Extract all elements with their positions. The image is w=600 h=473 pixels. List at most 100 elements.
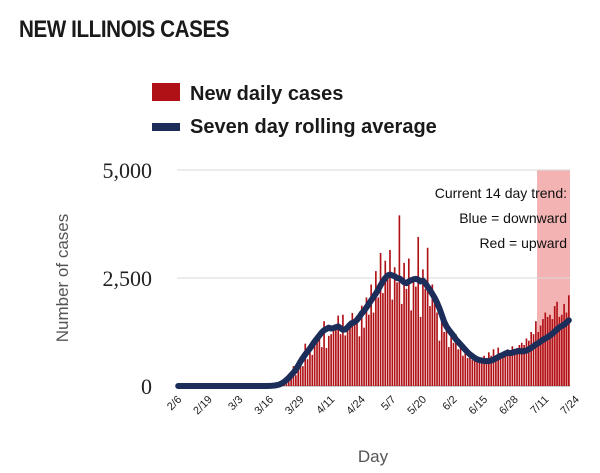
bar-daily-cases	[386, 273, 389, 386]
bar-daily-cases	[563, 303, 565, 386]
bar-daily-cases	[546, 316, 549, 386]
bar-daily-cases	[311, 354, 314, 386]
y-axis-label: Number of cases	[53, 214, 72, 343]
bar-daily-cases	[335, 328, 337, 386]
bar-daily-cases	[483, 355, 485, 386]
bar-daily-cases	[553, 306, 556, 386]
bar-daily-cases	[419, 316, 422, 386]
bar-daily-cases	[527, 340, 530, 386]
x-tick-label: 3/3	[226, 394, 245, 413]
bar-daily-cases	[424, 288, 427, 386]
x-tick-label: 7/24	[558, 394, 582, 418]
bar-daily-cases	[436, 312, 438, 386]
bar-daily-cases	[327, 335, 330, 386]
bar-daily-cases	[382, 293, 384, 386]
bar-daily-cases	[462, 355, 464, 386]
bar-daily-cases	[302, 366, 304, 386]
bar-daily-cases	[567, 295, 570, 386]
bar-series-daily-cases	[266, 215, 570, 386]
bar-daily-cases	[438, 340, 441, 386]
bar-daily-cases	[457, 349, 460, 386]
legend-label-average: Seven day rolling average	[190, 116, 437, 138]
bar-daily-cases	[325, 347, 328, 386]
bar-daily-cases	[304, 343, 307, 386]
bar-daily-cases	[471, 360, 474, 386]
bar-daily-cases	[551, 319, 554, 386]
bar-daily-cases	[466, 357, 469, 386]
bar-daily-cases	[530, 332, 532, 386]
bar-daily-cases	[480, 360, 483, 386]
bar-daily-cases	[353, 322, 356, 386]
bar-daily-cases	[440, 321, 443, 386]
bar-daily-cases	[349, 320, 351, 386]
x-tick-label: 2/19	[191, 394, 215, 418]
bar-daily-cases	[455, 334, 457, 386]
bar-daily-cases	[495, 355, 497, 386]
bar-daily-cases	[509, 355, 511, 386]
bar-daily-cases	[445, 325, 448, 386]
bar-daily-cases	[560, 314, 563, 386]
bar-daily-cases	[330, 334, 332, 386]
x-axis-label: Day	[358, 447, 389, 466]
bar-daily-cases	[539, 325, 542, 386]
bar-daily-cases	[384, 260, 387, 386]
bar-daily-cases	[290, 373, 292, 386]
bar-daily-cases	[407, 258, 410, 386]
bar-daily-cases	[473, 355, 476, 386]
bar-daily-cases	[485, 357, 488, 386]
bar-daily-cases	[400, 303, 403, 386]
bar-daily-cases	[297, 364, 300, 386]
x-tick-label: 3/29	[283, 394, 307, 418]
bar-daily-cases	[379, 252, 382, 386]
bar-daily-cases	[358, 336, 361, 386]
y-tick-label: 5,000	[103, 158, 153, 183]
line-series-rolling-average	[175, 271, 572, 389]
bar-daily-cases	[346, 323, 349, 386]
x-tick-label: 6/2	[440, 394, 459, 413]
x-tick-label: 7/11	[528, 394, 551, 417]
bar-daily-cases	[344, 335, 347, 386]
legend-label-daily: New daily cases	[190, 83, 343, 105]
bar-daily-cases	[478, 362, 481, 386]
bar-daily-cases	[469, 351, 471, 386]
y-axis-ticks: 0 2,500 5,000	[103, 158, 153, 399]
x-tick-label: 5/20	[405, 394, 429, 418]
bar-daily-cases	[391, 299, 394, 386]
bar-daily-cases	[516, 347, 518, 386]
bar-daily-cases	[452, 342, 455, 386]
bar-daily-cases	[295, 375, 297, 386]
bar-daily-cases	[542, 319, 544, 386]
bar-daily-cases	[443, 332, 445, 386]
bar-daily-cases	[518, 344, 521, 386]
bar-daily-cases	[431, 284, 434, 386]
bar-daily-cases	[504, 351, 507, 386]
x-tick-label: 4/24	[344, 394, 368, 418]
bar-daily-cases	[464, 347, 467, 386]
bar-daily-cases	[316, 342, 318, 386]
bar-daily-cases	[365, 297, 368, 386]
x-tick-label: 6/15	[467, 394, 491, 418]
x-tick-label: 3/16	[252, 394, 276, 418]
bar-daily-cases	[393, 267, 396, 386]
bar-daily-cases	[511, 346, 514, 386]
bar-daily-cases	[417, 236, 420, 386]
bar-daily-cases	[403, 262, 405, 386]
bar-daily-cases	[320, 347, 323, 386]
bar-daily-cases	[422, 269, 424, 386]
bar-daily-cases	[351, 312, 354, 386]
bar-daily-cases	[396, 282, 398, 386]
trend-annotation-line-3: Red = upward	[479, 235, 567, 251]
bar-daily-cases	[532, 334, 535, 386]
bar-daily-cases	[313, 338, 316, 386]
bar-daily-cases	[513, 353, 516, 386]
trend-annotation-line-2: Blue = downward	[459, 210, 567, 226]
bar-daily-cases	[337, 315, 340, 386]
trend-annotation-line-1: Current 14 day trend:	[435, 185, 567, 201]
bar-daily-cases	[450, 334, 452, 386]
bar-daily-cases	[306, 359, 309, 386]
bar-daily-cases	[332, 326, 335, 386]
bar-daily-cases	[356, 321, 358, 386]
bar-daily-cases	[342, 314, 344, 386]
bar-daily-cases	[499, 353, 502, 386]
